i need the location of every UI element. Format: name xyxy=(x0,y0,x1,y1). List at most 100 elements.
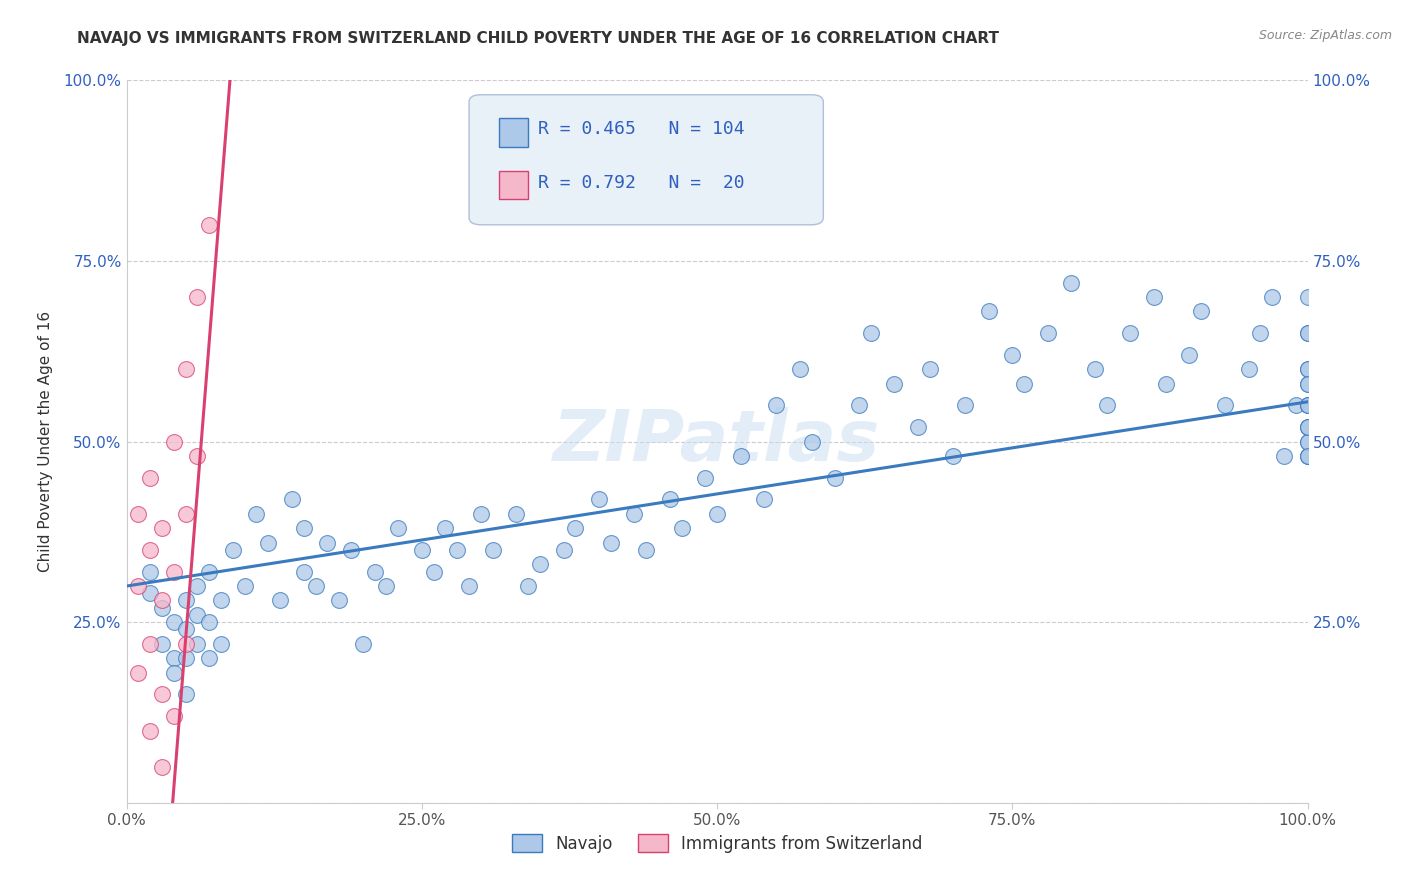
Point xyxy=(434,521,457,535)
Point xyxy=(186,637,208,651)
Point xyxy=(340,542,363,557)
Point xyxy=(127,665,149,680)
Point xyxy=(1036,326,1059,340)
Point xyxy=(163,651,186,665)
Point xyxy=(1249,326,1271,340)
Point xyxy=(174,623,197,637)
Point xyxy=(422,565,444,579)
Point xyxy=(1296,398,1319,412)
Point xyxy=(730,449,752,463)
Point xyxy=(209,593,232,607)
Point xyxy=(174,593,197,607)
Point xyxy=(1296,434,1319,449)
Text: Source: ZipAtlas.com: Source: ZipAtlas.com xyxy=(1258,29,1392,42)
FancyBboxPatch shape xyxy=(470,95,824,225)
Point xyxy=(150,637,173,651)
Text: R = 0.465   N = 104: R = 0.465 N = 104 xyxy=(537,120,744,138)
Point xyxy=(1012,376,1035,391)
Point xyxy=(163,665,186,680)
Point xyxy=(174,362,197,376)
Point xyxy=(139,586,162,600)
Text: NAVAJO VS IMMIGRANTS FROM SWITZERLAND CHILD POVERTY UNDER THE AGE OF 16 CORRELAT: NAVAJO VS IMMIGRANTS FROM SWITZERLAND CH… xyxy=(77,31,1000,46)
Point xyxy=(1296,290,1319,304)
Point xyxy=(375,579,398,593)
Point xyxy=(1296,376,1319,391)
Point xyxy=(174,507,197,521)
Point xyxy=(139,542,162,557)
Y-axis label: Child Poverty Under the Age of 16: Child Poverty Under the Age of 16 xyxy=(38,311,52,572)
Point xyxy=(150,687,173,701)
Point xyxy=(1178,348,1201,362)
Text: ZIPatlas: ZIPatlas xyxy=(554,407,880,476)
Point xyxy=(292,521,315,535)
Point xyxy=(1296,326,1319,340)
Point xyxy=(458,579,481,593)
Point xyxy=(1296,449,1319,463)
Point xyxy=(517,579,540,593)
Point xyxy=(553,542,575,557)
Point xyxy=(883,376,905,391)
Point xyxy=(139,565,162,579)
Point xyxy=(1296,449,1319,463)
Point xyxy=(623,507,645,521)
Point xyxy=(636,542,658,557)
Point xyxy=(470,507,492,521)
Point xyxy=(316,535,339,549)
Point xyxy=(1296,420,1319,434)
Point xyxy=(186,449,208,463)
Legend: Navajo, Immigrants from Switzerland: Navajo, Immigrants from Switzerland xyxy=(505,828,929,860)
Point xyxy=(1261,290,1284,304)
Point xyxy=(150,760,173,774)
Point xyxy=(754,492,776,507)
Point xyxy=(824,470,846,484)
Point xyxy=(174,637,197,651)
Point xyxy=(859,326,882,340)
Point xyxy=(1296,398,1319,412)
Point xyxy=(1001,348,1024,362)
Point xyxy=(281,492,304,507)
Point xyxy=(800,434,823,449)
Point xyxy=(387,521,409,535)
FancyBboxPatch shape xyxy=(499,118,529,147)
Point xyxy=(127,507,149,521)
Point xyxy=(848,398,870,412)
Point xyxy=(1296,420,1319,434)
Point xyxy=(529,558,551,572)
Point xyxy=(1285,398,1308,412)
Text: R = 0.792   N =  20: R = 0.792 N = 20 xyxy=(537,174,744,192)
Point xyxy=(150,600,173,615)
Point xyxy=(1272,449,1295,463)
Point xyxy=(907,420,929,434)
Point xyxy=(198,565,221,579)
Point xyxy=(209,637,232,651)
Point xyxy=(953,398,976,412)
Point xyxy=(150,521,173,535)
Point xyxy=(127,579,149,593)
Point xyxy=(505,507,527,521)
Point xyxy=(163,709,186,723)
Point xyxy=(918,362,941,376)
Point xyxy=(1296,326,1319,340)
Point xyxy=(411,542,433,557)
Point xyxy=(328,593,350,607)
Point xyxy=(139,637,162,651)
Point xyxy=(1296,362,1319,376)
Point xyxy=(363,565,385,579)
Point xyxy=(599,535,621,549)
Point xyxy=(942,449,965,463)
Point xyxy=(1237,362,1260,376)
Point xyxy=(174,687,197,701)
Point xyxy=(789,362,811,376)
FancyBboxPatch shape xyxy=(499,170,529,200)
Point xyxy=(150,593,173,607)
Point xyxy=(446,542,468,557)
Point xyxy=(671,521,693,535)
Point xyxy=(163,565,186,579)
Point xyxy=(977,304,1000,318)
Point xyxy=(1084,362,1107,376)
Point xyxy=(1296,376,1319,391)
Point xyxy=(198,651,221,665)
Point xyxy=(257,535,280,549)
Point xyxy=(765,398,787,412)
Point xyxy=(1154,376,1177,391)
